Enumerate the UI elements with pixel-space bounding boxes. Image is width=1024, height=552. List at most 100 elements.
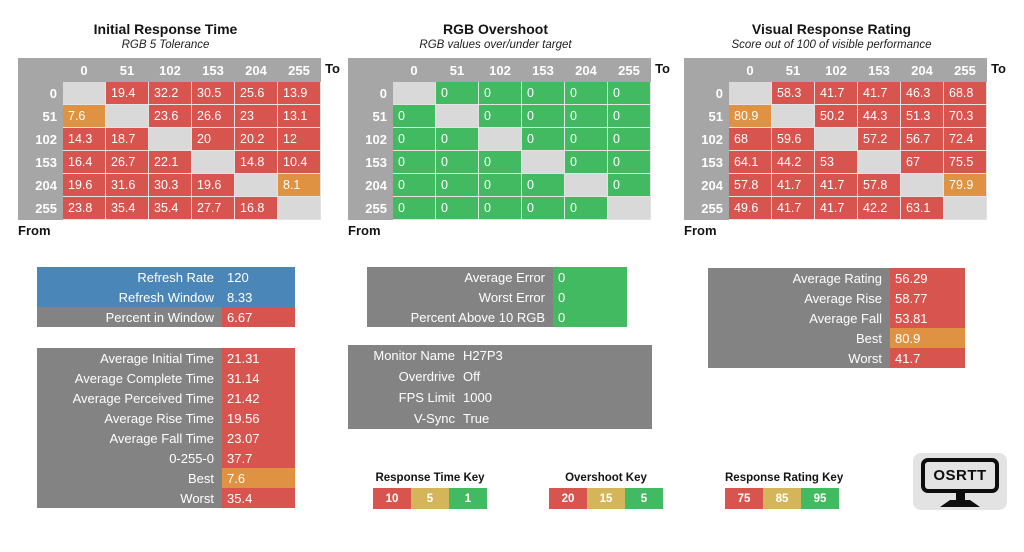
- row-header: 255: [348, 196, 393, 220]
- row-header: 102: [348, 127, 393, 151]
- key-scale: 75 85 95: [725, 488, 839, 509]
- heatmap-cell: 67: [900, 150, 944, 174]
- heatmap-cell: 0: [435, 81, 479, 105]
- heatmap-cell: 7.6: [62, 104, 106, 128]
- summary-label: Refresh Window: [37, 287, 222, 307]
- response-time-key: Response Time Key 10 5 1: [373, 471, 487, 509]
- monitor-stand-base-icon: [940, 500, 980, 507]
- heatmap-cell: 35.4: [105, 196, 149, 220]
- row-header: 153: [684, 150, 729, 174]
- heatmap-cell: [148, 127, 192, 151]
- header-row: 0 51 102 153 204 255: [348, 58, 651, 82]
- heatmap-cell: 79.9: [943, 173, 987, 197]
- heatmap-cell: 44.2: [771, 150, 815, 174]
- summary-row: Best 7.6: [37, 468, 295, 488]
- row-header: 102: [18, 127, 63, 151]
- row-header: 255: [684, 196, 729, 220]
- summary-row: Percent in Window 6.67: [37, 307, 295, 327]
- heatmap-cell: 68: [728, 127, 772, 151]
- table-row: 51 7.6 23.6 26.6 23 13.1: [18, 104, 321, 128]
- summary-label: V-Sync: [348, 408, 455, 429]
- summary-label: Best: [708, 328, 890, 348]
- column-header: 102: [814, 58, 858, 82]
- heatmap-cell: 80.9: [728, 104, 772, 128]
- summary-row: Worst 35.4: [37, 488, 295, 508]
- heatmap-cell: 51.3: [900, 104, 944, 128]
- heatmap-cell: 70.3: [943, 104, 987, 128]
- heatmap-cell: [191, 150, 235, 174]
- column-header: 51: [105, 58, 149, 82]
- heatmap-cell: 59.6: [771, 127, 815, 151]
- heatmap-cell: 30.5: [191, 81, 235, 105]
- monitor-stand-neck-icon: [956, 493, 965, 500]
- heatmap-cell: 14.8: [234, 150, 278, 174]
- table-row: 153 64.1 44.2 53 67 75.5: [684, 150, 987, 174]
- heatmap-cell: 0: [435, 150, 479, 174]
- key-segment: 5: [411, 488, 449, 509]
- column-header: 0: [392, 58, 436, 82]
- summary-value: 31.14: [222, 368, 295, 388]
- summary-value: 8.33: [222, 287, 295, 307]
- heatmap-cell: 0: [521, 104, 565, 128]
- row-header: 51: [18, 104, 63, 128]
- heatmap-cell: 0: [607, 127, 651, 151]
- table-title: Initial Response Time: [93, 21, 238, 37]
- summary-row: Average Complete Time 31.14: [37, 368, 295, 388]
- heatmap-cell: 72.4: [943, 127, 987, 151]
- heatmap-cell: 41.7: [814, 173, 858, 197]
- row-header: 51: [348, 104, 393, 128]
- table-row: 102 14.3 18.7 20 20.2 12: [18, 127, 321, 151]
- summary-value: 35.4: [222, 488, 295, 508]
- table-row: 255 49.6 41.7 41.7 42.2 63.1: [684, 196, 987, 220]
- overshoot-key: Overshoot Key 20 15 5: [549, 471, 663, 509]
- heatmap-cell: [814, 127, 858, 151]
- summary-value: 0: [553, 307, 627, 327]
- summary-row: Monitor Name H27P3: [348, 345, 652, 366]
- heatmap-cell: [478, 127, 522, 151]
- key-segment: 5: [625, 488, 663, 509]
- heatmap-cell: 0: [435, 173, 479, 197]
- summary-label: FPS Limit: [348, 387, 455, 408]
- heatmap-cell: 0: [607, 173, 651, 197]
- heatmap-cell: 41.7: [771, 173, 815, 197]
- summary-label: Worst: [37, 488, 222, 508]
- heatmap-cell: 26.6: [191, 104, 235, 128]
- key-scale: 20 15 5: [549, 488, 663, 509]
- heatmap-cell: 10.4: [277, 150, 321, 174]
- summary-label: Average Rise: [708, 288, 890, 308]
- heatmap-cell: [62, 81, 106, 105]
- heatmap-cell: 23: [234, 104, 278, 128]
- column-header: 153: [191, 58, 235, 82]
- table-corner: [18, 58, 63, 82]
- summary-row: Worst 41.7: [708, 348, 965, 368]
- summary-label: Worst Error: [367, 287, 553, 307]
- heatmap-cell: [392, 81, 436, 105]
- heatmap-cell: [607, 196, 651, 220]
- heatmap-cell: [521, 150, 565, 174]
- summary-value: Off: [455, 366, 652, 387]
- summary-value: 120: [222, 267, 295, 287]
- column-header: 0: [62, 58, 106, 82]
- heatmap-cell: 0: [392, 127, 436, 151]
- table-subtitle: RGB values over/under target: [419, 39, 572, 51]
- summary-row: 0-255-0 37.7: [37, 448, 295, 468]
- heatmap-cell: 0: [564, 127, 608, 151]
- axis-from-label: From: [348, 223, 381, 238]
- table-row: 204 57.8 41.7 41.7 57.8 79.9: [684, 173, 987, 197]
- summary-row: FPS Limit 1000: [348, 387, 652, 408]
- visual-response-rating-section: Visual Response Rating Score out of 100 …: [684, 21, 1006, 238]
- heatmap-cell: 56.7: [900, 127, 944, 151]
- row-header: 51: [684, 104, 729, 128]
- column-header: 102: [148, 58, 192, 82]
- axis-to-label: To: [655, 61, 670, 76]
- table-row: 51 80.9 50.2 44.3 51.3 70.3: [684, 104, 987, 128]
- row-header: 204: [348, 173, 393, 197]
- rating-summary-box: Average Rating 56.29 Average Rise 58.77 Aver…: [708, 268, 965, 368]
- column-header: 102: [478, 58, 522, 82]
- summary-label: Monitor Name: [348, 345, 455, 366]
- heatmap-cell: 31.6: [105, 173, 149, 197]
- heatmap-cell: 19.4: [105, 81, 149, 105]
- heatmap-cell: [277, 196, 321, 220]
- heatmap-cell: 49.6: [728, 196, 772, 220]
